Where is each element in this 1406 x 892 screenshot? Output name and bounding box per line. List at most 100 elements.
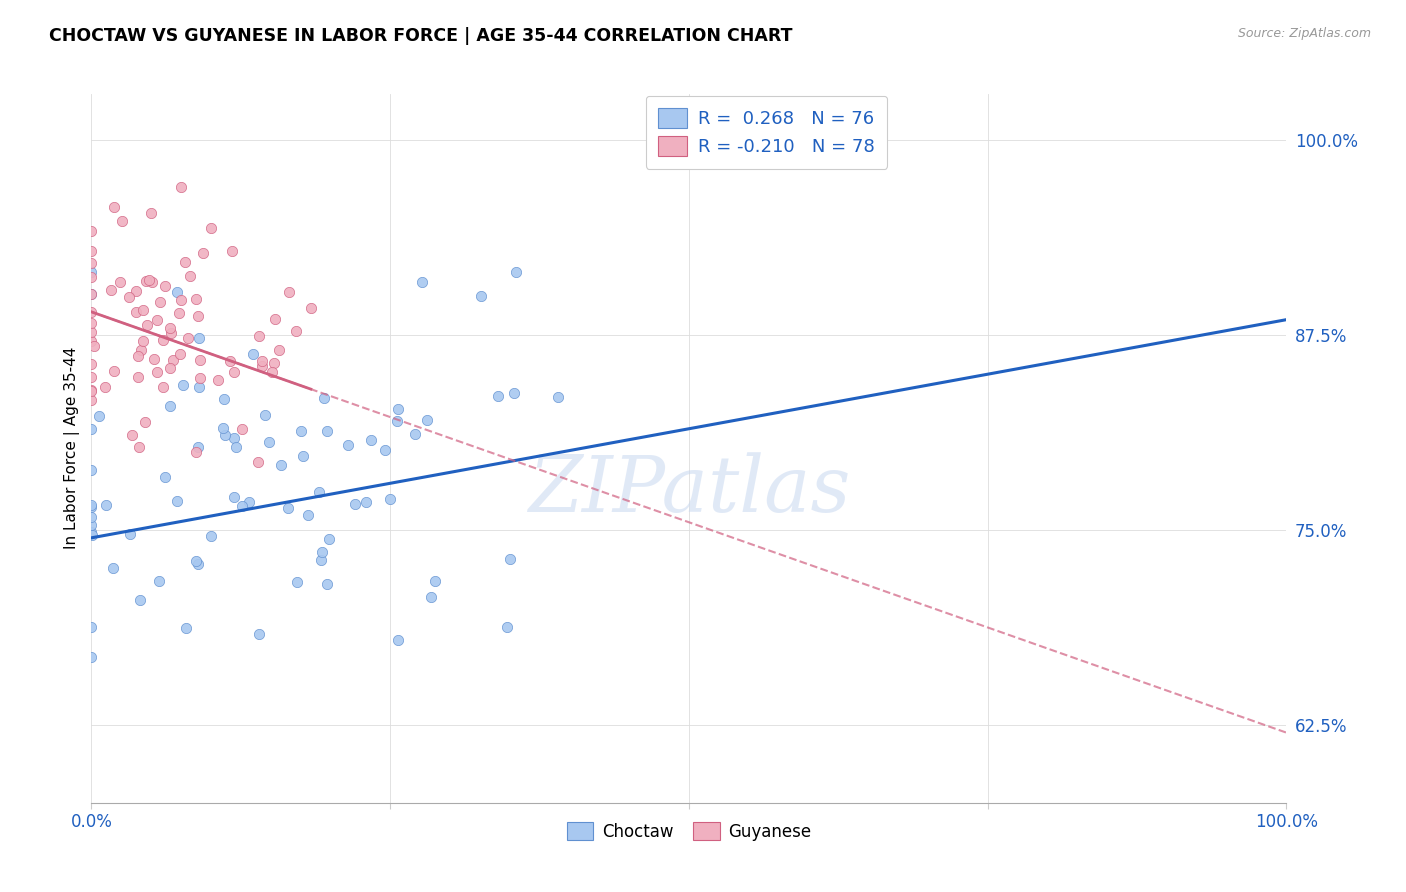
- Point: [96, 499, 118, 513]
- Point: [498, 552, 520, 566]
- Point: [190, 353, 212, 368]
- Point: [111, 214, 134, 228]
- Point: [80, 256, 103, 270]
- Point: [159, 361, 181, 376]
- Point: [186, 293, 208, 307]
- Point: [315, 576, 337, 591]
- Point: [385, 414, 408, 428]
- Point: [167, 305, 190, 319]
- Point: [159, 321, 181, 335]
- Point: [80, 383, 103, 397]
- Point: [257, 434, 280, 449]
- Point: [80, 620, 103, 634]
- Point: [174, 255, 197, 269]
- Point: [214, 427, 236, 442]
- Point: [103, 200, 125, 214]
- Point: [290, 425, 312, 439]
- Point: [547, 390, 569, 404]
- Point: [132, 302, 155, 317]
- Point: [129, 593, 152, 607]
- Point: [152, 333, 174, 347]
- Point: [125, 284, 148, 298]
- Point: [200, 529, 222, 543]
- Point: [221, 244, 243, 258]
- Point: [141, 275, 163, 289]
- Point: [277, 500, 299, 515]
- Point: [80, 650, 103, 665]
- Point: [336, 438, 359, 452]
- Point: [100, 283, 122, 297]
- Point: [318, 532, 340, 546]
- Point: [80, 270, 103, 285]
- Point: [309, 552, 332, 566]
- Point: [138, 273, 160, 287]
- Point: [80, 334, 103, 348]
- Point: [103, 561, 125, 575]
- Point: [170, 179, 193, 194]
- Point: [250, 353, 273, 368]
- Point: [159, 399, 181, 413]
- Point: [80, 369, 103, 384]
- Point: [246, 455, 269, 469]
- Text: CHOCTAW VS GUYANESE IN LABOR FORCE | AGE 35-44 CORRELATION CHART: CHOCTAW VS GUYANESE IN LABOR FORCE | AGE…: [49, 27, 793, 45]
- Point: [242, 347, 264, 361]
- Point: [415, 413, 437, 427]
- Point: [80, 384, 103, 398]
- Point: [285, 324, 308, 338]
- Point: [297, 508, 319, 522]
- Point: [387, 402, 409, 417]
- Point: [121, 427, 143, 442]
- Point: [225, 441, 247, 455]
- Point: [148, 574, 170, 588]
- Point: [188, 330, 211, 344]
- Point: [360, 433, 382, 447]
- Point: [299, 301, 322, 316]
- Point: [152, 379, 174, 393]
- Point: [231, 499, 253, 513]
- Point: [170, 293, 193, 307]
- Point: [80, 265, 103, 279]
- Point: [103, 364, 125, 378]
- Point: [285, 575, 308, 590]
- Point: [224, 490, 246, 504]
- Point: [80, 422, 103, 436]
- Point: [80, 305, 103, 319]
- Point: [502, 386, 524, 401]
- Point: [191, 245, 214, 260]
- Point: [80, 225, 103, 239]
- Point: [404, 427, 426, 442]
- Point: [263, 312, 285, 326]
- Point: [80, 528, 103, 542]
- Point: [93, 380, 115, 394]
- Point: [136, 318, 159, 332]
- Point: [146, 313, 169, 327]
- Y-axis label: In Labor Force | Age 35-44: In Labor Force | Age 35-44: [65, 347, 80, 549]
- Point: [172, 377, 194, 392]
- Point: [118, 526, 141, 541]
- Point: [308, 485, 330, 500]
- Point: [80, 500, 103, 514]
- Point: [166, 494, 188, 508]
- Point: [187, 441, 209, 455]
- Point: [162, 352, 184, 367]
- Point: [127, 370, 149, 384]
- Point: [187, 309, 209, 323]
- Point: [312, 391, 335, 405]
- Point: [80, 525, 103, 540]
- Point: [83, 339, 105, 353]
- Point: [188, 371, 211, 385]
- Point: [219, 353, 242, 368]
- Point: [134, 415, 156, 429]
- Point: [292, 449, 315, 463]
- Point: [169, 347, 191, 361]
- Point: [247, 328, 270, 343]
- Point: [125, 304, 148, 318]
- Point: [387, 633, 409, 648]
- Point: [80, 287, 103, 301]
- Point: [505, 265, 527, 279]
- Point: [378, 491, 401, 506]
- Point: [315, 424, 337, 438]
- Point: [149, 294, 172, 309]
- Point: [80, 392, 103, 407]
- Point: [250, 359, 273, 373]
